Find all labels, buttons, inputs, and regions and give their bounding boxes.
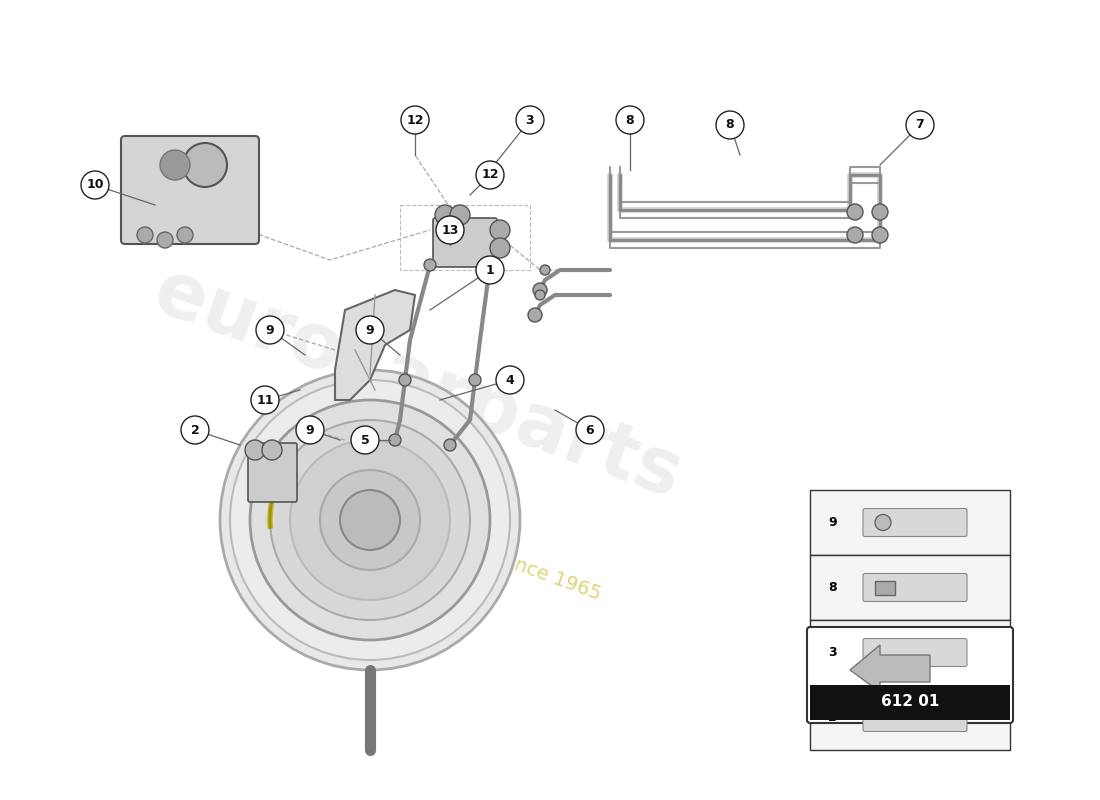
Text: 10: 10 — [86, 178, 103, 191]
Circle shape — [230, 380, 510, 660]
Circle shape — [716, 111, 744, 139]
Circle shape — [402, 106, 429, 134]
Circle shape — [534, 283, 547, 297]
Text: 6: 6 — [585, 423, 594, 437]
Circle shape — [182, 416, 209, 444]
Circle shape — [872, 204, 888, 220]
Circle shape — [496, 366, 524, 394]
FancyBboxPatch shape — [864, 703, 967, 731]
Text: 12: 12 — [406, 114, 424, 126]
Circle shape — [444, 439, 456, 451]
Circle shape — [220, 370, 520, 670]
Circle shape — [320, 470, 420, 570]
Circle shape — [469, 374, 481, 386]
Bar — [810, 490, 1010, 555]
Circle shape — [356, 316, 384, 344]
Circle shape — [874, 514, 891, 530]
FancyBboxPatch shape — [864, 509, 967, 537]
Circle shape — [484, 259, 496, 271]
Circle shape — [296, 416, 324, 444]
Polygon shape — [336, 290, 415, 400]
Circle shape — [476, 256, 504, 284]
Text: 9: 9 — [306, 423, 315, 437]
Text: 8: 8 — [828, 581, 837, 594]
Text: 8: 8 — [726, 118, 735, 131]
Circle shape — [535, 290, 544, 300]
Circle shape — [528, 308, 542, 322]
Text: 9: 9 — [828, 516, 837, 529]
Circle shape — [540, 265, 550, 275]
Text: 3: 3 — [828, 646, 837, 659]
Text: a passion for parts since 1965: a passion for parts since 1965 — [320, 485, 604, 603]
Circle shape — [270, 420, 470, 620]
Circle shape — [450, 205, 470, 225]
Bar — [874, 581, 895, 594]
Bar — [810, 555, 1010, 620]
Text: 12: 12 — [482, 169, 498, 182]
FancyBboxPatch shape — [864, 574, 967, 602]
Circle shape — [424, 259, 436, 271]
Circle shape — [490, 238, 510, 258]
Circle shape — [847, 204, 864, 220]
FancyBboxPatch shape — [121, 136, 258, 244]
Circle shape — [616, 106, 644, 134]
Circle shape — [177, 227, 192, 243]
Text: 3: 3 — [526, 114, 535, 126]
Circle shape — [389, 434, 402, 446]
FancyBboxPatch shape — [807, 627, 1013, 723]
FancyBboxPatch shape — [433, 218, 497, 267]
Text: 11: 11 — [256, 394, 274, 406]
Text: 2: 2 — [828, 711, 837, 724]
Circle shape — [138, 227, 153, 243]
Text: 9: 9 — [365, 323, 374, 337]
Text: 4: 4 — [506, 374, 515, 386]
Circle shape — [436, 216, 464, 244]
Circle shape — [256, 316, 284, 344]
Text: 612 01: 612 01 — [881, 694, 939, 710]
Circle shape — [157, 232, 173, 248]
Circle shape — [81, 171, 109, 199]
Circle shape — [262, 440, 282, 460]
Bar — [810, 685, 1010, 720]
Circle shape — [434, 205, 455, 225]
Bar — [810, 685, 1010, 750]
Circle shape — [576, 416, 604, 444]
FancyBboxPatch shape — [864, 638, 967, 666]
Text: 7: 7 — [915, 118, 924, 131]
Circle shape — [340, 490, 400, 550]
Circle shape — [847, 227, 864, 243]
Circle shape — [160, 150, 190, 180]
Circle shape — [476, 161, 504, 189]
Circle shape — [872, 227, 888, 243]
Circle shape — [516, 106, 544, 134]
Text: 5: 5 — [361, 434, 370, 446]
Circle shape — [183, 143, 227, 187]
Text: 9: 9 — [266, 323, 274, 337]
Bar — [810, 620, 1010, 685]
Circle shape — [399, 374, 411, 386]
Text: eurocarparts: eurocarparts — [144, 254, 692, 514]
Circle shape — [906, 111, 934, 139]
Circle shape — [351, 426, 380, 454]
Text: 13: 13 — [441, 223, 459, 237]
Text: 1: 1 — [485, 263, 494, 277]
Circle shape — [250, 400, 490, 640]
Circle shape — [245, 440, 265, 460]
Text: 8: 8 — [626, 114, 635, 126]
Circle shape — [490, 220, 510, 240]
FancyBboxPatch shape — [248, 443, 297, 502]
Circle shape — [290, 440, 450, 600]
Polygon shape — [850, 645, 930, 692]
Circle shape — [251, 386, 279, 414]
Text: 2: 2 — [190, 423, 199, 437]
